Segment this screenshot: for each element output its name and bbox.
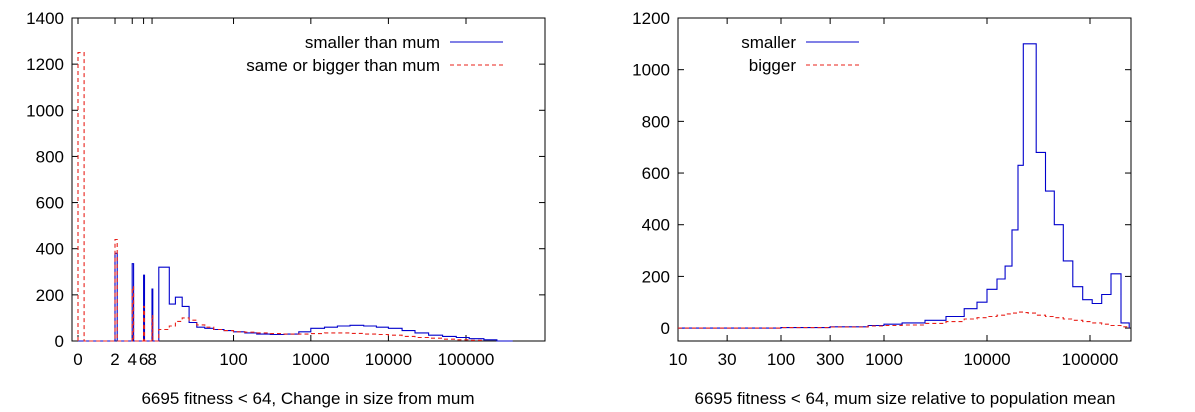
x-tick-label: 6 bbox=[139, 350, 148, 369]
y-tick-label: 0 bbox=[55, 332, 64, 351]
x-tick-label: 100 bbox=[767, 350, 795, 369]
y-tick-label: 1000 bbox=[632, 61, 670, 80]
x-tick-label: 100 bbox=[219, 350, 247, 369]
left-plot-frame bbox=[71, 17, 546, 342]
right-plot-frame bbox=[677, 17, 1132, 342]
left-legend: smaller than mum same or bigger than mum bbox=[246, 33, 503, 75]
left-x-axis-label: 6695 fitness < 64, Change in size from m… bbox=[141, 389, 474, 408]
y-tick-label: 600 bbox=[642, 164, 670, 183]
right-legend-label-0: smaller bbox=[741, 33, 796, 52]
left-series-group bbox=[77, 52, 513, 342]
x-tick-label: 30 bbox=[718, 350, 737, 369]
right-series-1 bbox=[678, 311, 1130, 329]
y-tick-label: 200 bbox=[36, 286, 64, 305]
right-legend-label-1: bigger bbox=[749, 56, 797, 75]
right-series-0 bbox=[678, 43, 1130, 329]
x-tick-label: 1000 bbox=[292, 350, 330, 369]
y-tick-label: 800 bbox=[36, 147, 64, 166]
left-y-axis: 0 200 400 600 800 1000 1200 1400 bbox=[26, 9, 545, 351]
y-tick-label: 1000 bbox=[26, 101, 64, 120]
left-x-axis: 0 2 4 6 8 100 1000 10000 100000 bbox=[73, 18, 494, 369]
right-y-axis: 0 200 400 600 800 1000 1200 bbox=[632, 9, 1131, 338]
y-tick-label: 400 bbox=[642, 216, 670, 235]
x-tick-label: 8 bbox=[147, 350, 156, 369]
x-tick-label: 2 bbox=[110, 350, 119, 369]
y-tick-label: 200 bbox=[642, 267, 670, 286]
y-tick-label: 600 bbox=[36, 194, 64, 213]
left-legend-label-1: same or bigger than mum bbox=[246, 56, 440, 75]
y-tick-label: 800 bbox=[642, 112, 670, 131]
left-legend-label-0: smaller than mum bbox=[305, 33, 440, 52]
y-tick-label: 1200 bbox=[26, 55, 64, 74]
left-chart: 0 200 400 600 800 1000 1200 1400 0 2 4 6 8 100 1000 10… bbox=[26, 9, 546, 408]
x-tick-label: 100000 bbox=[1062, 350, 1119, 369]
left-series-1 bbox=[77, 52, 485, 342]
right-x-axis: 10 30 100 300 1000 10000 100000 bbox=[669, 18, 1119, 369]
x-tick-label: 10 bbox=[669, 350, 688, 369]
x-tick-label: 10000 bbox=[365, 350, 412, 369]
x-tick-label: 300 bbox=[816, 350, 844, 369]
x-tick-label: 1000 bbox=[865, 350, 903, 369]
y-tick-label: 1400 bbox=[26, 9, 64, 28]
y-tick-label: 1200 bbox=[632, 9, 670, 28]
x-tick-label: 4 bbox=[128, 350, 137, 369]
right-x-axis-label: 6695 fitness < 64, mum size relative to … bbox=[695, 389, 1116, 408]
right-chart: 0 200 400 600 800 1000 1200 10 30 100 300 1000 1000… bbox=[632, 9, 1132, 408]
right-legend: smaller bigger bbox=[741, 33, 859, 75]
x-tick-label: 100000 bbox=[438, 350, 495, 369]
x-tick-label: 0 bbox=[73, 350, 82, 369]
y-tick-label: 0 bbox=[661, 319, 670, 338]
y-tick-label: 400 bbox=[36, 240, 64, 259]
right-series-group bbox=[678, 43, 1130, 329]
x-tick-label: 10000 bbox=[963, 350, 1010, 369]
